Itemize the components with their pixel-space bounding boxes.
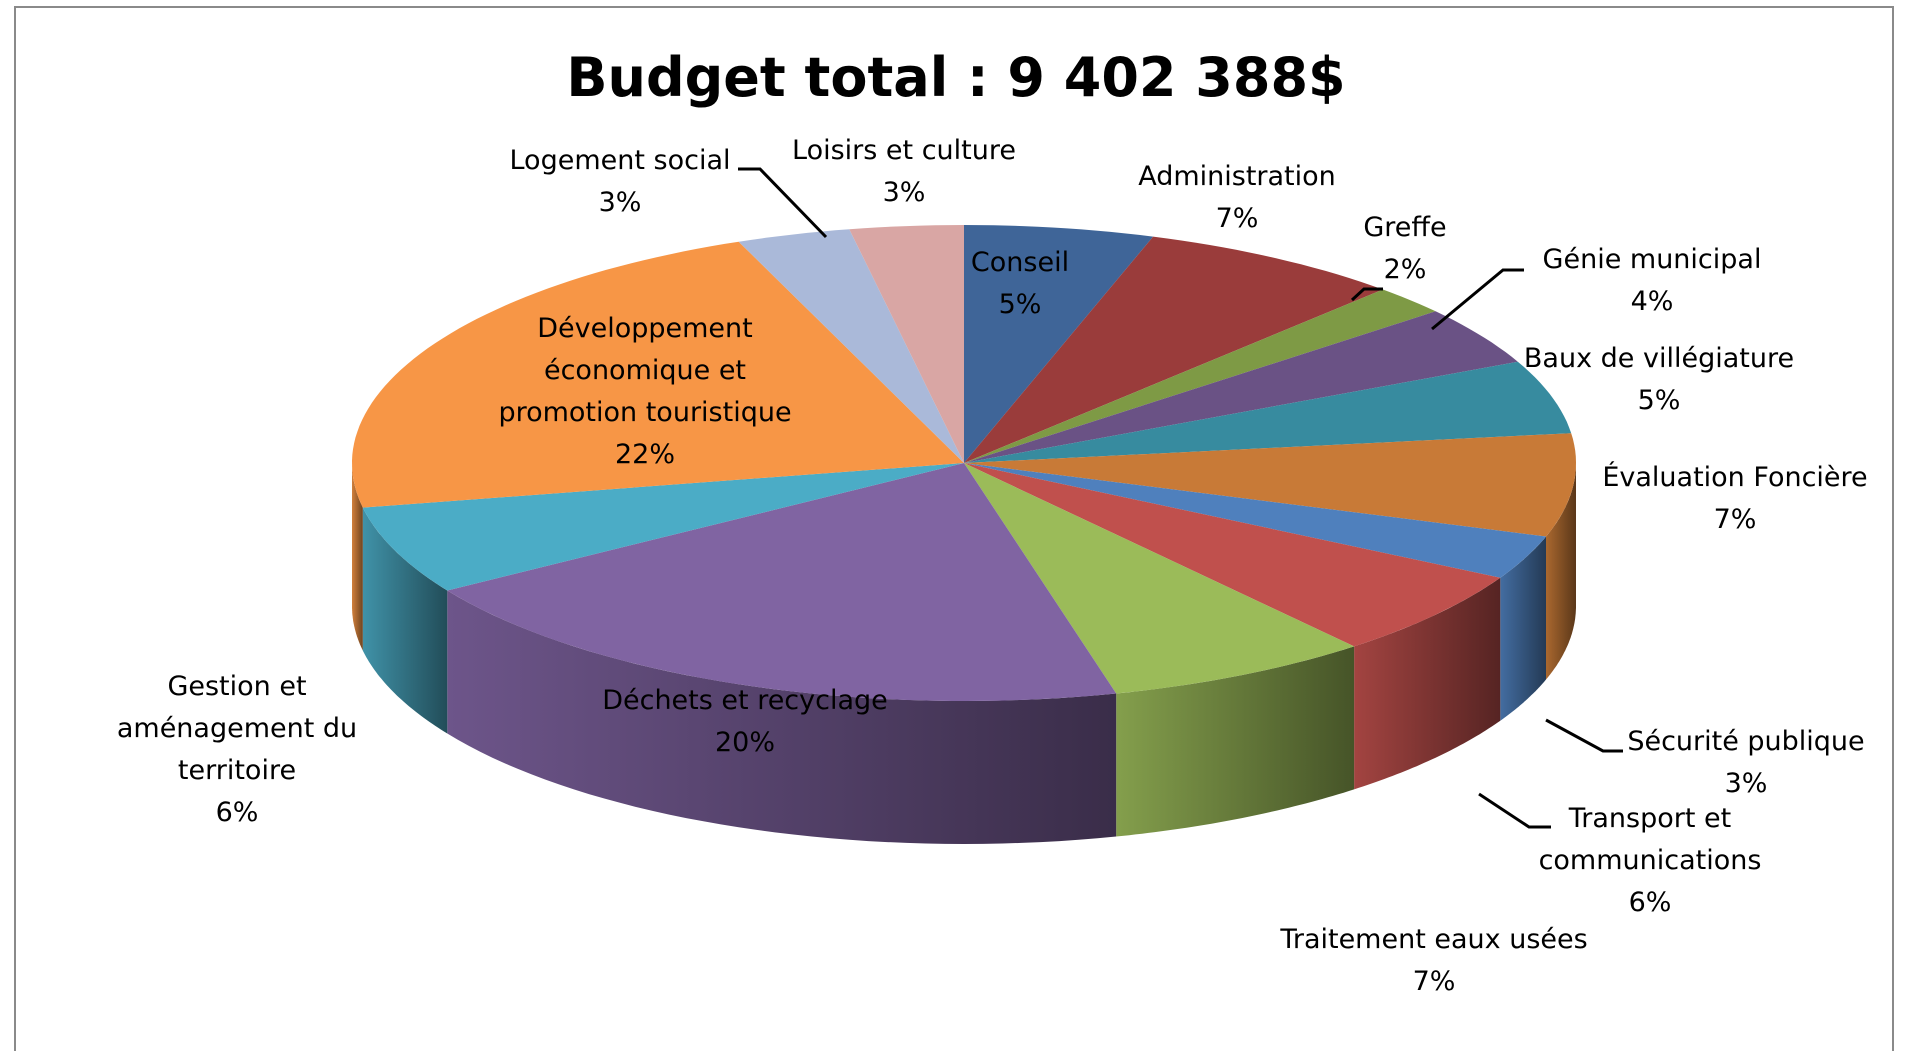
slice-label-2: Greffe 2% — [1363, 212, 1446, 285]
pie-slice-2 — [964, 289, 1436, 463]
pie-slice-10 — [362, 463, 964, 591]
leader-line-2 — [1350, 287, 1383, 302]
leader-lines — [738, 167, 1623, 829]
pie-chart: Conseil 5% Administration 7% Greffe 2% Génie m… — [117, 46, 1868, 997]
slice-label-7: Transport et communications 6% — [1539, 803, 1762, 918]
pie-slice-0 — [964, 225, 1154, 463]
slice-label-9: Déchets et recyclage 20% — [602, 685, 888, 758]
leader-line-12 — [738, 167, 828, 239]
pie-slice-8 — [964, 463, 1355, 694]
slice-labels: Conseil 5% Administration 7% Greffe 2% Génie m… — [117, 135, 1868, 997]
slice-label-4: Baux de villégiature 5% — [1524, 343, 1794, 416]
slice-label-6: Sécurité publique 3% — [1627, 726, 1864, 799]
slice-label-1: Administration 7% — [1138, 161, 1336, 234]
chart-frame: Conseil 5% Administration 7% Greffe 2% Génie m… — [14, 6, 1894, 1051]
pie-side-7 — [1354, 577, 1501, 790]
slice-label-13: Loisirs et culture 3% — [792, 135, 1016, 208]
pie-slice-5 — [964, 433, 1576, 537]
pie-slice-7 — [964, 463, 1501, 647]
pie-slice-9 — [447, 463, 1117, 701]
leader-line-7 — [1478, 792, 1551, 829]
pie-slice-1 — [964, 236, 1383, 463]
pie-slice-6 — [964, 463, 1546, 578]
pie-sides — [352, 463, 1576, 844]
leader-line-6 — [1545, 718, 1623, 753]
slice-label-3: Génie municipal 4% — [1543, 244, 1762, 317]
chart-title: Budget total : 9 402 388$ — [566, 46, 1345, 109]
pie-side-8 — [1116, 646, 1355, 837]
slice-label-8: Traitement eaux usées 7% — [1279, 924, 1587, 997]
slice-label-5: Évaluation Foncière 7% — [1602, 461, 1867, 535]
pie-tops — [352, 225, 1576, 701]
pie-side-10 — [362, 507, 448, 734]
pie-side-9 — [447, 590, 1117, 844]
slice-label-0: Conseil 5% — [971, 247, 1069, 320]
pie-slice-3 — [964, 311, 1518, 463]
slice-label-12: Logement social 3% — [509, 145, 730, 218]
pie-side-11 — [352, 463, 363, 651]
pie-slice-13 — [849, 225, 964, 463]
leader-line-3 — [1431, 268, 1524, 331]
pie-slice-12 — [738, 229, 964, 463]
pie-side-6 — [1500, 536, 1546, 721]
pie-slice-4 — [964, 361, 1572, 463]
slice-label-10: Gestion et aménagement du territoire 6% — [117, 671, 357, 828]
slice-label-11: Développement économique et promotion tour… — [498, 313, 791, 470]
pie-slice-11 — [352, 241, 964, 508]
pie-side-5 — [1546, 463, 1576, 680]
